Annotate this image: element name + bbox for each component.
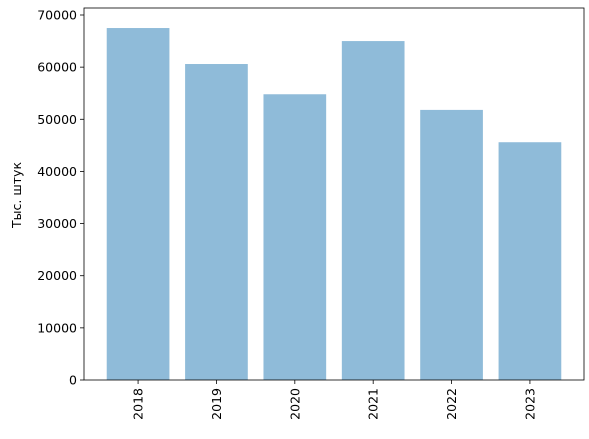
bar — [420, 109, 483, 381]
bar — [185, 64, 248, 380]
y-tick-label: 60000 — [37, 60, 77, 75]
x-tick-label: 2018 — [131, 388, 146, 420]
y-tick-label: 10000 — [37, 320, 77, 335]
y-tick-label: 40000 — [37, 164, 77, 179]
y-axis-label: Тыс. штук — [9, 162, 24, 229]
x-tick-label: 2019 — [209, 388, 224, 420]
x-tick-label: 2023 — [522, 388, 537, 420]
y-tick-label: 20000 — [37, 268, 77, 283]
x-tick-label: 2020 — [287, 388, 302, 420]
y-tick-label: 50000 — [37, 112, 77, 127]
bar — [498, 142, 562, 380]
bar — [106, 28, 170, 381]
y-tick-label: 0 — [69, 373, 77, 388]
bar — [341, 41, 405, 380]
y-tick-label: 30000 — [37, 216, 77, 231]
x-tick-label: 2022 — [444, 388, 459, 420]
bar — [263, 94, 327, 380]
plot-frame — [83, 7, 585, 381]
y-tick-label: 70000 — [37, 8, 77, 23]
x-tick-label: 2021 — [366, 388, 381, 420]
